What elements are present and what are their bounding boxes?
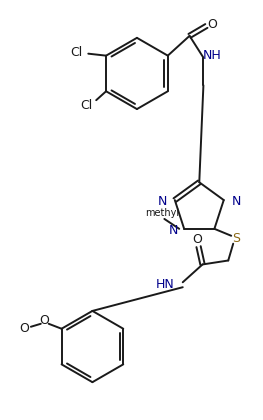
Text: N: N	[169, 224, 178, 237]
Text: O: O	[208, 18, 217, 32]
Text: O: O	[193, 233, 203, 246]
Text: methyl: methyl	[145, 208, 179, 218]
Text: N: N	[232, 194, 241, 207]
Text: O: O	[39, 314, 49, 327]
Text: N: N	[158, 194, 167, 207]
Text: HN: HN	[156, 278, 175, 291]
Text: O: O	[19, 322, 29, 335]
Text: NH: NH	[203, 49, 222, 62]
Text: Cl: Cl	[80, 99, 92, 112]
Text: Cl: Cl	[70, 46, 83, 59]
Text: S: S	[232, 232, 240, 245]
